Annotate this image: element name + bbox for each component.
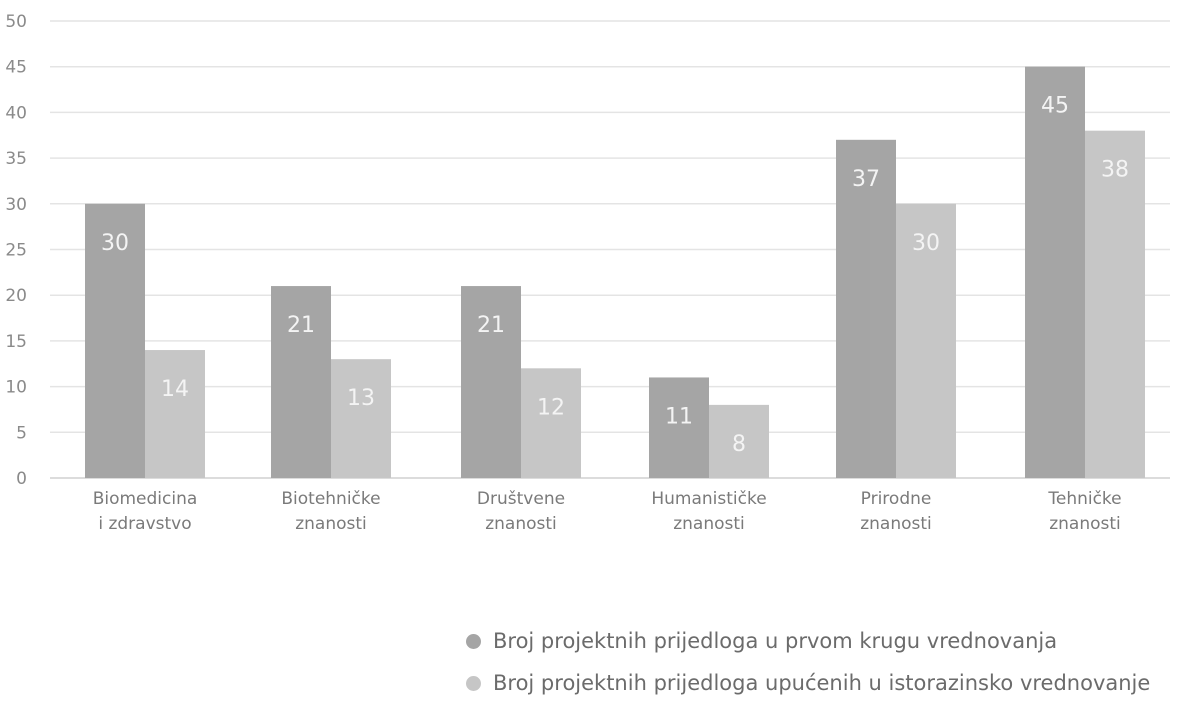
legend-label-series-2: Broj projektnih prijedloga upućenih u is… — [493, 671, 1151, 695]
data-label: 21 — [287, 313, 315, 338]
category-label: znanosti — [295, 514, 367, 534]
bar-series-2-6 — [1085, 130, 1145, 478]
category-label: i zdravstvo — [98, 514, 191, 534]
bar-series-1-1 — [85, 203, 145, 479]
bar-series-2-1 — [145, 350, 205, 478]
bars: 30 14 21 13 21 12 11 8 37 30 45 38 — [85, 66, 1145, 479]
legend-label-series-1: Broj projektnih prijedloga u prvom krugu… — [493, 629, 1058, 653]
bar-series-1-4 — [649, 377, 709, 478]
y-tick-label: 30 — [5, 195, 27, 215]
y-tick-label: 35 — [5, 149, 27, 169]
bar-series-2-2 — [331, 359, 391, 478]
data-label: 37 — [852, 167, 880, 192]
bar-series-1-2 — [271, 286, 331, 478]
category-label: Tehničke — [1047, 489, 1121, 509]
data-label: 12 — [537, 395, 565, 420]
data-label: 11 — [665, 404, 693, 429]
bar-series-2-5 — [896, 203, 956, 479]
legend-item-series-2: Broj projektnih prijedloga upućenih u is… — [466, 662, 1150, 704]
category-label: Biotehničke — [281, 489, 380, 509]
category-label: znanosti — [485, 514, 557, 534]
y-tick-label: 50 — [5, 12, 27, 32]
category-label: znanosti — [1049, 514, 1121, 534]
data-label: 13 — [347, 386, 375, 411]
y-tick-label: 45 — [5, 58, 27, 78]
y-tick-label: 0 — [16, 469, 27, 489]
data-label: 30 — [912, 231, 940, 256]
x-axis: Biomedicina i zdravstvo Biotehničke znanost… — [93, 489, 1122, 534]
y-tick-label: 25 — [5, 241, 27, 261]
category-label: Humanističke — [651, 489, 766, 509]
y-tick-label: 10 — [5, 378, 27, 398]
bar-series-1-5 — [836, 139, 896, 478]
category-label: Društvene — [477, 489, 565, 509]
bar-series-1-3 — [461, 286, 521, 478]
legend-item-series-1: Broj projektnih prijedloga u prvom krugu… — [466, 620, 1150, 662]
data-label: 8 — [732, 432, 746, 457]
category-label: znanosti — [860, 514, 932, 534]
gridlines — [50, 20, 1170, 479]
bar-series-2-4 — [709, 404, 769, 478]
data-label: 45 — [1041, 94, 1069, 119]
legend-swatch-series-2 — [466, 675, 481, 691]
y-tick-label: 20 — [5, 286, 27, 306]
category-label: Biomedicina — [93, 489, 198, 509]
y-tick-label: 15 — [5, 332, 27, 352]
data-label: 30 — [101, 231, 129, 256]
y-tick-label: 40 — [5, 103, 27, 123]
y-tick-label: 5 — [16, 423, 27, 443]
data-label: 21 — [477, 313, 505, 338]
bar-series-2-3 — [521, 368, 581, 478]
legend: Broj projektnih prijedloga u prvom krugu… — [466, 620, 1150, 704]
data-label: 38 — [1101, 158, 1129, 183]
category-label: znanosti — [673, 514, 745, 534]
data-label: 14 — [161, 377, 189, 402]
y-axis: 0 5 10 15 20 25 30 35 40 45 50 — [5, 12, 27, 489]
legend-swatch-series-1 — [466, 633, 481, 649]
category-label: Prirodne — [861, 489, 932, 509]
bar-series-1-6 — [1025, 66, 1085, 478]
